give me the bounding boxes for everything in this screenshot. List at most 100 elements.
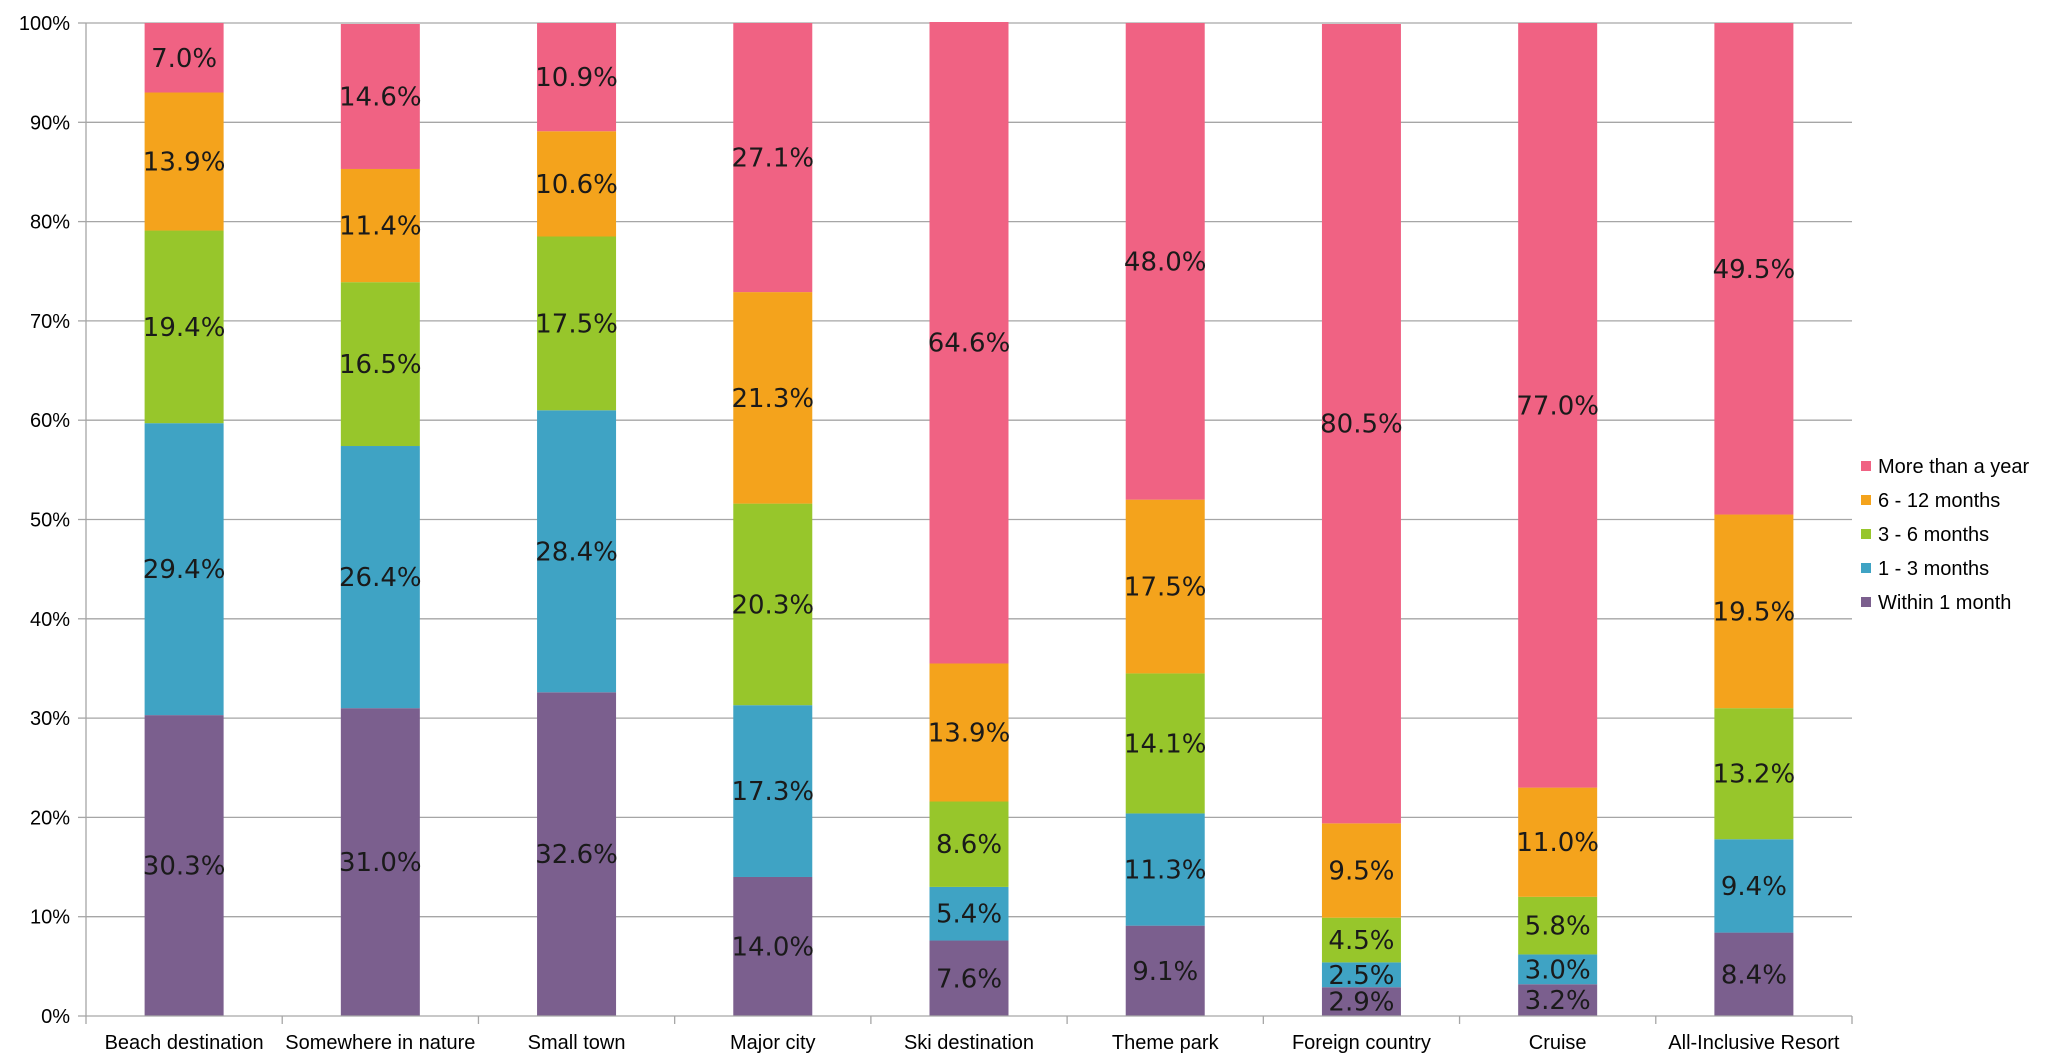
data-label: 13.2% bbox=[1713, 760, 1796, 790]
data-label: 2.5% bbox=[1328, 961, 1394, 991]
data-label: 77.0% bbox=[1516, 391, 1599, 421]
y-tick-label: 30% bbox=[30, 708, 70, 730]
bar-segment bbox=[144, 423, 224, 716]
bar-segment bbox=[1321, 987, 1401, 1016]
data-label: 9.5% bbox=[1328, 857, 1394, 887]
bar-segment bbox=[537, 410, 617, 693]
data-label: 2.9% bbox=[1328, 988, 1394, 1018]
legend-label: More than a year bbox=[1878, 456, 2030, 478]
bar-segment bbox=[1125, 23, 1205, 500]
data-label: 7.0% bbox=[151, 44, 217, 74]
data-label: 28.4% bbox=[535, 537, 618, 567]
legend-swatch bbox=[1861, 495, 1871, 505]
data-label: 13.9% bbox=[928, 718, 1011, 748]
bar-stack: 30.3% 29.4% 19.4% 13.9% 7.0% bbox=[143, 23, 226, 1016]
data-label: 9.1% bbox=[1132, 957, 1198, 987]
data-label: 64.6% bbox=[928, 329, 1011, 359]
legend-label: Within 1 month bbox=[1878, 592, 2011, 614]
legend-item: 3 - 6 months bbox=[1861, 524, 1989, 546]
y-tick-label: 50% bbox=[30, 510, 70, 532]
bar-segment bbox=[733, 503, 813, 706]
bar-segment bbox=[340, 168, 420, 283]
y-tick-label: 80% bbox=[30, 212, 70, 234]
legend-swatch bbox=[1861, 597, 1871, 607]
legend-item: 6 - 12 months bbox=[1861, 490, 2000, 512]
data-label: 3.2% bbox=[1525, 986, 1591, 1016]
data-label: 27.1% bbox=[731, 144, 814, 174]
data-label: 14.1% bbox=[1124, 729, 1207, 759]
bar-segment bbox=[1321, 23, 1401, 824]
data-label: 11.4% bbox=[339, 212, 422, 242]
bar-segment bbox=[733, 292, 813, 504]
bar-segment bbox=[1714, 708, 1794, 840]
legend-item: Within 1 month bbox=[1861, 592, 2011, 614]
bar-segment bbox=[929, 940, 1009, 1016]
data-label: 10.6% bbox=[535, 170, 618, 200]
bar-segment bbox=[1125, 925, 1205, 1016]
data-label: 8.4% bbox=[1721, 960, 1787, 990]
y-tick-label: 100% bbox=[19, 13, 70, 35]
bar-segment bbox=[929, 663, 1009, 802]
bar-segment bbox=[537, 23, 617, 132]
x-tick-label: Foreign country bbox=[1292, 1032, 1431, 1054]
legend-swatch bbox=[1861, 529, 1871, 539]
bar-segment bbox=[733, 23, 813, 293]
y-tick-label: 10% bbox=[30, 907, 70, 929]
bar-stack: 3.2%3.0% 5.8% 11.0% 77.0% bbox=[1516, 23, 1599, 1016]
bar-segment bbox=[537, 131, 617, 237]
x-axis-ticks: Beach destination Somewhere in nature Smal… bbox=[85, 1016, 1853, 1054]
bar-segment bbox=[1321, 962, 1401, 988]
x-tick-label: Major city bbox=[730, 1032, 816, 1054]
data-label: 17.3% bbox=[731, 777, 814, 807]
legend-label: 3 - 6 months bbox=[1878, 524, 1989, 546]
data-label: 26.4% bbox=[339, 563, 422, 593]
bar-segment bbox=[1518, 787, 1598, 897]
y-tick-label: 0% bbox=[41, 1006, 70, 1028]
bar-segment bbox=[1321, 823, 1401, 918]
data-label: 8.6% bbox=[936, 830, 1002, 860]
data-label: 31.0% bbox=[339, 848, 422, 878]
data-label: 19.5% bbox=[1713, 597, 1796, 627]
x-tick-label: Small town bbox=[528, 1032, 626, 1054]
data-label: 9.4% bbox=[1721, 872, 1787, 902]
bar-segment bbox=[733, 876, 813, 1016]
bar-segment bbox=[340, 446, 420, 709]
bar-stack: 32.6% 28.4% 17.5% 10.6% 10.9% bbox=[535, 23, 618, 1016]
data-label: 48.0% bbox=[1124, 247, 1207, 277]
bar-segment bbox=[1714, 23, 1794, 515]
data-label: 14.6% bbox=[339, 82, 422, 112]
legend: More than a year 6 - 12 months 3 - 6 month… bbox=[1861, 456, 2030, 614]
legend-label: 6 - 12 months bbox=[1878, 490, 2000, 512]
bar-stack: 31.0% 26.4% 16.5% 11.4% 14.6% bbox=[339, 23, 422, 1016]
legend-item: More than a year bbox=[1861, 456, 2030, 478]
bar-segment bbox=[1714, 839, 1794, 933]
data-label: 16.5% bbox=[339, 350, 422, 380]
bar-stack: 8.4% 9.4% 13.2% 19.5% 49.5% bbox=[1713, 23, 1796, 1016]
bar-segment bbox=[1518, 984, 1598, 1016]
legend-item: 1 - 3 months bbox=[1861, 558, 1989, 580]
bar-stack: 9.1% 11.3% 14.1% 17.5% 48.0% bbox=[1124, 23, 1207, 1016]
data-label: 29.4% bbox=[143, 555, 226, 585]
bar-segment bbox=[144, 230, 224, 424]
axes bbox=[85, 23, 1852, 1017]
legend-label: 1 - 3 months bbox=[1878, 558, 1989, 580]
bar-segment bbox=[340, 23, 420, 169]
data-label: 5.8% bbox=[1525, 912, 1591, 942]
y-tick-label: 90% bbox=[30, 112, 70, 134]
data-label: 13.9% bbox=[143, 148, 226, 178]
data-label: 4.5% bbox=[1328, 926, 1394, 956]
legend-swatch bbox=[1861, 461, 1871, 471]
x-tick-label: Theme park bbox=[1112, 1032, 1220, 1054]
x-tick-label: Somewhere in nature bbox=[285, 1032, 475, 1054]
bar-segment bbox=[537, 692, 617, 1016]
bar-segment bbox=[733, 705, 813, 877]
bar-segment bbox=[1125, 813, 1205, 926]
data-label: 21.3% bbox=[731, 384, 814, 414]
bar-segment bbox=[144, 715, 224, 1016]
bar-segment bbox=[1518, 23, 1598, 788]
y-axis-ticks: 0% 10% 20% 30% 40% 50% 60% 70% 80% 90% 100% bbox=[19, 13, 86, 1028]
data-label: 14.0% bbox=[731, 932, 814, 962]
bar-segment bbox=[929, 801, 1009, 887]
data-label: 17.5% bbox=[1124, 573, 1207, 603]
